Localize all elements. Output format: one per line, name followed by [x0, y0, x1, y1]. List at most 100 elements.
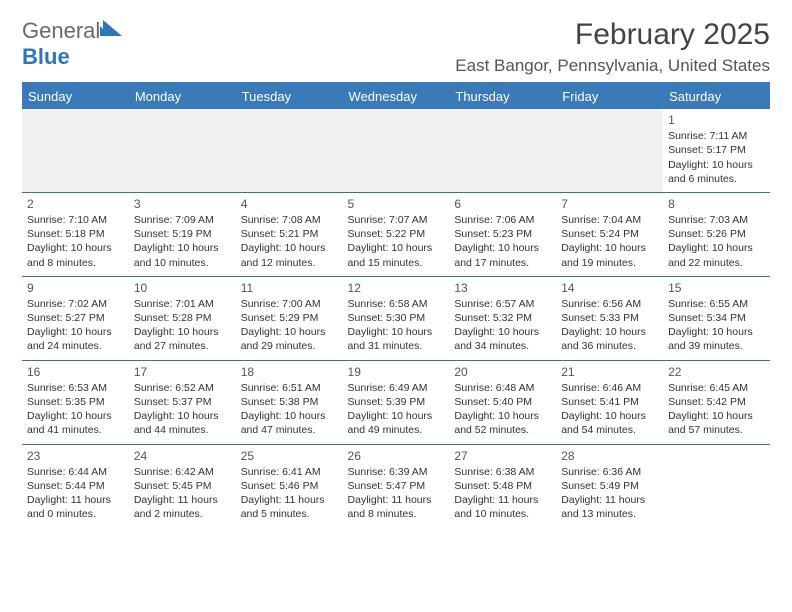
day-cell: 9Sunrise: 7:02 AMSunset: 5:27 PMDaylight…: [22, 277, 129, 360]
sunset-line: Sunset: 5:23 PM: [454, 227, 551, 241]
day-number: 18: [241, 364, 338, 380]
header: General Blue February 2025 East Bangor, …: [22, 18, 770, 76]
sunrise-line: Sunrise: 6:53 AM: [27, 381, 124, 395]
sunset-line: Sunset: 5:39 PM: [348, 395, 445, 409]
daylight-line: Daylight: 10 hoursand 12 minutes.: [241, 241, 338, 269]
day-number: 23: [27, 448, 124, 464]
sunrise-line: Sunrise: 7:11 AM: [668, 129, 765, 143]
week-row: 2Sunrise: 7:10 AMSunset: 5:18 PMDaylight…: [22, 193, 770, 276]
sunrise-line: Sunrise: 7:10 AM: [27, 213, 124, 227]
sunrise-line: Sunrise: 6:44 AM: [27, 465, 124, 479]
day-header: Saturday: [663, 84, 770, 109]
day-number: 3: [134, 196, 231, 212]
day-cell: 15Sunrise: 6:55 AMSunset: 5:34 PMDayligh…: [663, 277, 770, 360]
day-header: Monday: [129, 84, 236, 109]
sunrise-line: Sunrise: 7:07 AM: [348, 213, 445, 227]
sunrise-line: Sunrise: 7:04 AM: [561, 213, 658, 227]
logo-word1: General: [22, 18, 100, 43]
day-number: 7: [561, 196, 658, 212]
sunset-line: Sunset: 5:28 PM: [134, 311, 231, 325]
sunrise-line: Sunrise: 6:38 AM: [454, 465, 551, 479]
day-cell: 11Sunrise: 7:00 AMSunset: 5:29 PMDayligh…: [236, 277, 343, 360]
daylight-line: Daylight: 10 hoursand 17 minutes.: [454, 241, 551, 269]
day-cell: 28Sunrise: 6:36 AMSunset: 5:49 PMDayligh…: [556, 445, 663, 528]
day-header: Friday: [556, 84, 663, 109]
week-row: 23Sunrise: 6:44 AMSunset: 5:44 PMDayligh…: [22, 445, 770, 528]
daylight-line: Daylight: 10 hoursand 24 minutes.: [27, 325, 124, 353]
sunset-line: Sunset: 5:42 PM: [668, 395, 765, 409]
sunrise-line: Sunrise: 7:01 AM: [134, 297, 231, 311]
day-number: 8: [668, 196, 765, 212]
day-number: 4: [241, 196, 338, 212]
day-cell: [556, 109, 663, 192]
daylight-line: Daylight: 10 hoursand 10 minutes.: [134, 241, 231, 269]
sunrise-line: Sunrise: 6:55 AM: [668, 297, 765, 311]
sunrise-line: Sunrise: 7:08 AM: [241, 213, 338, 227]
day-cell: [449, 109, 556, 192]
day-cell: 5Sunrise: 7:07 AMSunset: 5:22 PMDaylight…: [343, 193, 450, 276]
day-cell: [343, 109, 450, 192]
week-row: 9Sunrise: 7:02 AMSunset: 5:27 PMDaylight…: [22, 277, 770, 360]
day-number: 6: [454, 196, 551, 212]
daylight-line: Daylight: 11 hoursand 13 minutes.: [561, 493, 658, 521]
day-cell: 17Sunrise: 6:52 AMSunset: 5:37 PMDayligh…: [129, 361, 236, 444]
day-number: 24: [134, 448, 231, 464]
sunrise-line: Sunrise: 7:00 AM: [241, 297, 338, 311]
month-year: February 2025: [455, 18, 770, 52]
sunrise-line: Sunrise: 6:52 AM: [134, 381, 231, 395]
sunset-line: Sunset: 5:18 PM: [27, 227, 124, 241]
week-row: 1Sunrise: 7:11 AMSunset: 5:17 PMDaylight…: [22, 109, 770, 192]
day-number: 22: [668, 364, 765, 380]
sunrise-line: Sunrise: 7:02 AM: [27, 297, 124, 311]
day-number: 12: [348, 280, 445, 296]
day-cell: 14Sunrise: 6:56 AMSunset: 5:33 PMDayligh…: [556, 277, 663, 360]
day-cell: [129, 109, 236, 192]
sunset-line: Sunset: 5:17 PM: [668, 143, 765, 157]
day-header: Thursday: [449, 84, 556, 109]
daylight-line: Daylight: 10 hoursand 49 minutes.: [348, 409, 445, 437]
daylight-line: Daylight: 11 hoursand 10 minutes.: [454, 493, 551, 521]
day-cell: 13Sunrise: 6:57 AMSunset: 5:32 PMDayligh…: [449, 277, 556, 360]
day-cell: 16Sunrise: 6:53 AMSunset: 5:35 PMDayligh…: [22, 361, 129, 444]
day-number: 10: [134, 280, 231, 296]
daylight-line: Daylight: 11 hoursand 8 minutes.: [348, 493, 445, 521]
sunset-line: Sunset: 5:34 PM: [668, 311, 765, 325]
day-number: 16: [27, 364, 124, 380]
daylight-line: Daylight: 10 hoursand 27 minutes.: [134, 325, 231, 353]
daylight-line: Daylight: 11 hoursand 5 minutes.: [241, 493, 338, 521]
sunrise-line: Sunrise: 6:36 AM: [561, 465, 658, 479]
sunset-line: Sunset: 5:29 PM: [241, 311, 338, 325]
day-header: Sunday: [22, 84, 129, 109]
sunset-line: Sunset: 5:38 PM: [241, 395, 338, 409]
sunset-line: Sunset: 5:47 PM: [348, 479, 445, 493]
day-number: 20: [454, 364, 551, 380]
day-header: Tuesday: [236, 84, 343, 109]
day-cell: [22, 109, 129, 192]
day-number: 27: [454, 448, 551, 464]
day-cell: 19Sunrise: 6:49 AMSunset: 5:39 PMDayligh…: [343, 361, 450, 444]
sunset-line: Sunset: 5:27 PM: [27, 311, 124, 325]
day-cell: 3Sunrise: 7:09 AMSunset: 5:19 PMDaylight…: [129, 193, 236, 276]
sunset-line: Sunset: 5:35 PM: [27, 395, 124, 409]
daylight-line: Daylight: 10 hoursand 15 minutes.: [348, 241, 445, 269]
day-number: 26: [348, 448, 445, 464]
day-cell: 2Sunrise: 7:10 AMSunset: 5:18 PMDaylight…: [22, 193, 129, 276]
daylight-line: Daylight: 10 hoursand 6 minutes.: [668, 158, 765, 186]
day-cell: 22Sunrise: 6:45 AMSunset: 5:42 PMDayligh…: [663, 361, 770, 444]
daylight-line: Daylight: 10 hoursand 29 minutes.: [241, 325, 338, 353]
daylight-line: Daylight: 10 hoursand 8 minutes.: [27, 241, 124, 269]
sunset-line: Sunset: 5:33 PM: [561, 311, 658, 325]
sunset-line: Sunset: 5:26 PM: [668, 227, 765, 241]
day-number: 15: [668, 280, 765, 296]
daylight-line: Daylight: 10 hoursand 31 minutes.: [348, 325, 445, 353]
day-number: 1: [668, 112, 765, 128]
day-number: 17: [134, 364, 231, 380]
sunset-line: Sunset: 5:48 PM: [454, 479, 551, 493]
daylight-line: Daylight: 10 hoursand 39 minutes.: [668, 325, 765, 353]
sunrise-line: Sunrise: 6:39 AM: [348, 465, 445, 479]
day-number: 2: [27, 196, 124, 212]
day-cell: 24Sunrise: 6:42 AMSunset: 5:45 PMDayligh…: [129, 445, 236, 528]
sunrise-line: Sunrise: 7:06 AM: [454, 213, 551, 227]
day-number: 9: [27, 280, 124, 296]
daylight-line: Daylight: 10 hoursand 36 minutes.: [561, 325, 658, 353]
